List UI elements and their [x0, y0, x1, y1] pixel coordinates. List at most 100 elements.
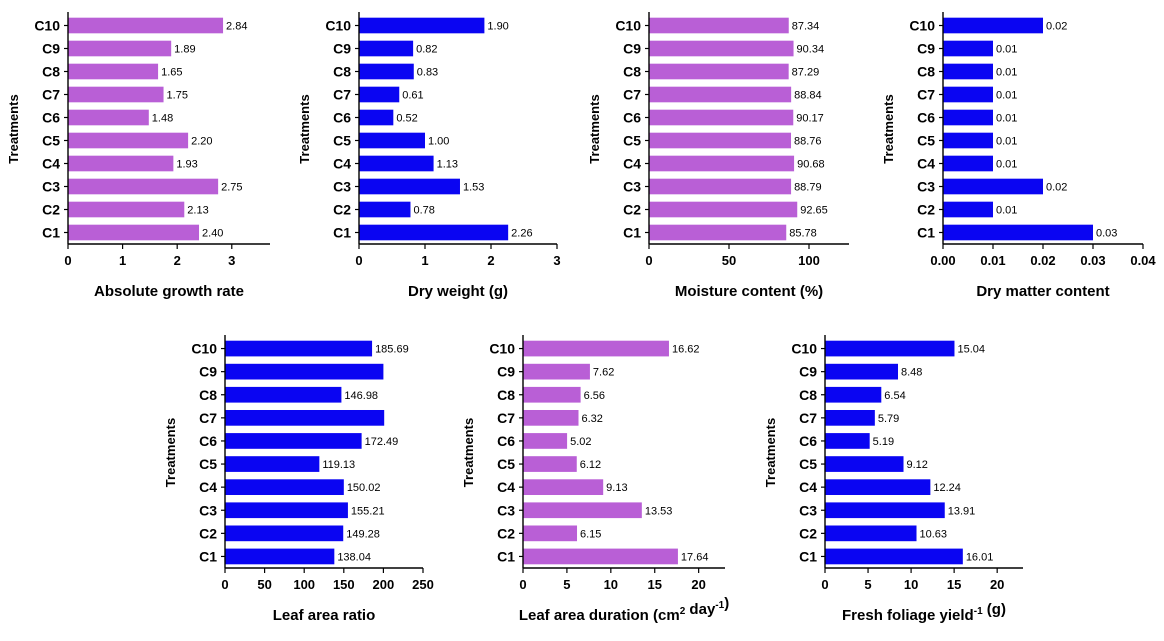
category-label-c6: C6	[42, 110, 60, 126]
bar-c3	[225, 502, 348, 519]
bar-c1	[225, 548, 335, 565]
y-axis-title: Treatments	[163, 418, 178, 487]
value-label-c5: 88.76	[794, 136, 822, 148]
category-label-c10: C10	[909, 18, 935, 34]
category-label-c5: C5	[333, 133, 351, 149]
bar-c4	[943, 155, 993, 172]
value-label-c10: 0.02	[1046, 21, 1067, 33]
x-tick-label: 3	[228, 253, 235, 268]
x-tick-label: 1	[119, 253, 126, 268]
category-label-c8: C8	[623, 64, 641, 80]
value-label-c3: 2.75	[221, 182, 242, 194]
category-label-c4: C4	[799, 479, 817, 495]
value-label-c4: 9.13	[606, 482, 627, 494]
category-label-c4: C4	[917, 156, 935, 172]
x-tick-label: 250	[412, 577, 434, 592]
category-label-c1: C1	[497, 548, 515, 564]
bar-c7	[359, 86, 400, 103]
bar-c6	[523, 433, 568, 449]
x-tick-label: 0	[64, 253, 71, 268]
category-label-c10: C10	[615, 18, 641, 34]
value-label-c8: 87.29	[792, 67, 820, 79]
category-label-c9: C9	[42, 41, 60, 57]
category-label-c3: C3	[333, 179, 351, 195]
category-label-c3: C3	[42, 179, 60, 195]
bar-c4	[68, 155, 174, 172]
bar-c8	[825, 386, 882, 403]
bar-c3	[68, 178, 219, 195]
value-label-c6: 172.49	[365, 436, 399, 448]
bar-c4	[523, 479, 604, 496]
bar-c6	[225, 433, 362, 449]
value-label-c9: 0.01	[996, 44, 1017, 56]
category-label-c8: C8	[799, 387, 817, 403]
x-tick-label: 150	[333, 577, 355, 592]
bar-c3	[359, 178, 460, 195]
bar-chart-panel-2: C1 2.26 C2 0.78 C3 1.53 C4 1.13 C5 1.00 C6 0.52 C7 0.…	[297, 12, 561, 300]
bar-c7	[523, 409, 579, 426]
bar-c6	[68, 109, 149, 126]
x-tick-label: 15	[947, 577, 961, 592]
value-label-c10: 1.90	[487, 21, 508, 33]
category-label-c4: C4	[199, 479, 217, 495]
value-label-c9: 1.89	[174, 44, 195, 56]
category-label-c5: C5	[42, 133, 60, 149]
value-label-c5: 2.20	[191, 136, 212, 148]
value-label-c1: 0.03	[1096, 228, 1117, 240]
value-label-c2: 10.63	[920, 528, 948, 540]
value-label-c10: 185.69	[375, 344, 409, 356]
category-label-c4: C4	[42, 156, 60, 172]
x-tick-label: 2	[174, 253, 181, 268]
value-label-c8: 0.83	[417, 67, 438, 79]
bar-c5	[225, 456, 320, 472]
value-label-c10: 16.62	[672, 344, 700, 356]
value-label-c10: 2.84	[226, 21, 247, 33]
category-label-c3: C3	[497, 502, 515, 518]
bar-c8	[649, 63, 789, 80]
category-label-c3: C3	[623, 179, 641, 195]
x-axis-title: Absolute growth rate	[94, 283, 244, 300]
category-label-c6: C6	[799, 433, 817, 449]
bar-c8	[359, 63, 414, 80]
value-label-c7: 0.61	[402, 90, 423, 102]
y-axis-title: Treatments	[461, 418, 476, 487]
x-axis-title: Leaf area ratio	[273, 607, 376, 624]
bar-c1	[359, 224, 509, 241]
bar-c1	[649, 224, 787, 241]
x-tick-label: 0	[221, 577, 228, 592]
x-tick-label: 0.02	[1030, 253, 1055, 268]
value-label-c4: 150.02	[347, 482, 381, 494]
x-tick-label: 10	[904, 577, 918, 592]
value-label-c5: 1.00	[428, 136, 449, 148]
bar-c2	[225, 525, 344, 542]
bar-c10	[225, 340, 373, 357]
bar-c10	[825, 340, 955, 357]
value-label-c3: 88.79	[794, 182, 822, 194]
category-label-c5: C5	[917, 133, 935, 149]
category-label-c2: C2	[799, 525, 817, 541]
bar-c8	[943, 63, 993, 80]
value-label-c7: 1.75	[167, 90, 188, 102]
category-label-c8: C8	[917, 64, 935, 80]
value-label-c1: 138.04	[337, 551, 371, 563]
bar-c5	[943, 132, 993, 149]
bar-c6	[649, 109, 794, 126]
category-label-c1: C1	[917, 225, 935, 241]
value-label-c7: 88.84	[794, 90, 822, 102]
value-label-c2: 92.65	[800, 205, 828, 217]
value-label-c3: 13.53	[645, 505, 673, 517]
category-label-c1: C1	[799, 548, 817, 564]
bar-c9	[225, 363, 384, 380]
bar-chart-panel-3: C1 85.78 C2 92.65 C3 88.79 C4 90.68 C5 88.76 C6 90.…	[587, 12, 849, 300]
bar-c8	[68, 63, 159, 80]
x-tick-label: 10	[604, 577, 618, 592]
category-label-c9: C9	[799, 364, 817, 380]
category-label-c6: C6	[497, 433, 515, 449]
value-label-c8: 0.01	[996, 67, 1017, 79]
value-label-c9: 8.48	[901, 367, 922, 379]
bar-c1	[825, 548, 963, 565]
category-label-c10: C10	[191, 341, 217, 357]
bar-c2	[68, 201, 185, 218]
category-label-c4: C4	[333, 156, 351, 172]
